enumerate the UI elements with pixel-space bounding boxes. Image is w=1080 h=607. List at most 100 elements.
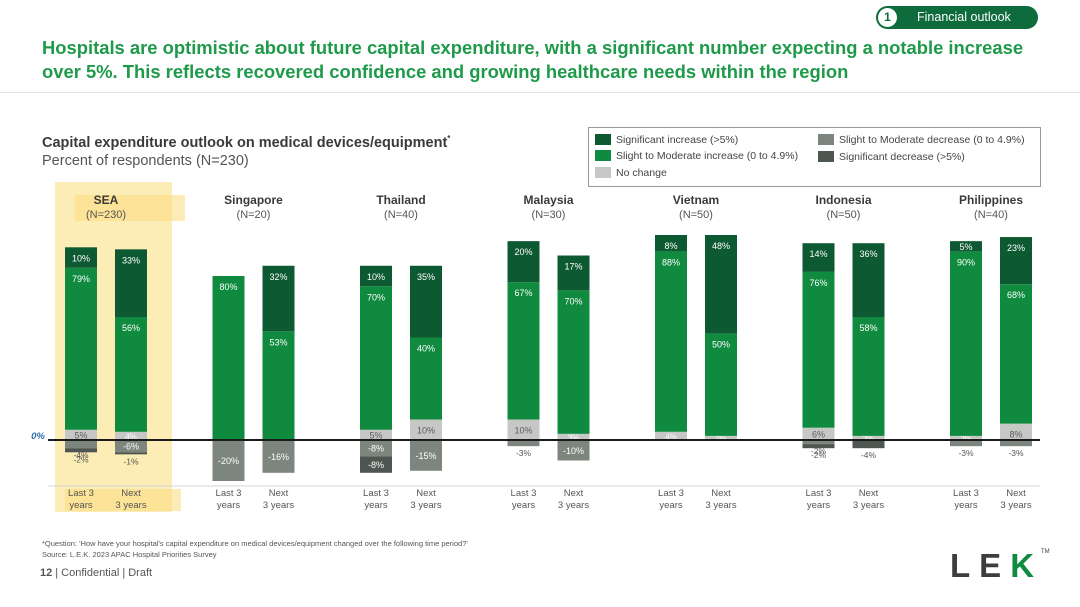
data-label: -4%	[861, 450, 877, 460]
data-label: 56%	[122, 323, 140, 333]
data-label: -10%	[563, 446, 584, 456]
data-label: 4%	[125, 432, 137, 441]
data-label: 10%	[367, 272, 385, 282]
data-label: 5%	[959, 242, 972, 252]
bar-segment-no-change	[557, 433, 590, 440]
bar-segment-sig-inc	[360, 265, 392, 287]
bar-segment-mod-dec	[802, 440, 835, 445]
bar-category-label-line1: Last 3	[216, 488, 242, 499]
data-label: 14%	[809, 249, 827, 259]
data-label: 5%	[369, 430, 382, 440]
bar-segment-sig-inc	[115, 249, 147, 317]
group-n: (N=40)	[384, 209, 418, 221]
data-label: 70%	[367, 292, 385, 302]
bar-segment-sig-inc	[557, 255, 590, 291]
chart-legend: Significant increase (>5%) Slight to Mod…	[588, 127, 1041, 187]
bar-segment-sig-dec	[115, 452, 147, 455]
data-label: 3%	[568, 433, 580, 442]
group-title: Malaysia	[523, 193, 573, 207]
bar-category-label-line1: Next	[711, 488, 731, 499]
bar-segment-mod-inc	[65, 267, 97, 430]
bar-segment-mod-dec	[115, 440, 147, 453]
bar-category-label-line1: Last 3	[806, 488, 832, 499]
data-label: 2%	[863, 434, 875, 443]
bar-segment-mod-dec	[212, 440, 245, 481]
bar-category-label-line2: years	[69, 500, 92, 511]
chart-title-marker: *	[447, 134, 451, 143]
data-label: 20%	[514, 247, 532, 257]
data-label: 2%	[715, 434, 727, 443]
bar-category-label-line2: years	[659, 500, 682, 511]
data-label: 17%	[564, 262, 582, 272]
data-label: 10%	[514, 426, 532, 436]
group-n: (N=50)	[679, 209, 713, 221]
data-label: -4%	[73, 450, 89, 460]
lek-logo: LEK TM	[950, 547, 1050, 582]
bar-segment-mod-inc	[410, 337, 442, 420]
bar-segment-mod-inc	[705, 333, 737, 436]
data-label: 6%	[812, 429, 825, 439]
data-label: 2%	[960, 434, 972, 443]
chart-title: Capital expenditure outlook on medical d…	[42, 134, 450, 151]
data-label: 36%	[859, 249, 877, 259]
bar-segment-sig-inc	[950, 241, 982, 252]
legend-swatch	[595, 134, 611, 145]
data-label: 23%	[1007, 243, 1025, 253]
bar-category-label-line1: Last 3	[953, 488, 979, 499]
legend-item-no-change: No change	[595, 167, 667, 179]
bar-category-label-line2: 3 years	[558, 500, 589, 511]
bar-segment-sig-inc	[507, 241, 540, 283]
legend-swatch	[818, 134, 834, 145]
data-label: 40%	[417, 344, 435, 354]
data-label: -3%	[1008, 448, 1024, 458]
legend-swatch	[595, 150, 611, 161]
data-label: -8%	[368, 460, 384, 470]
bar-category-label-line2: years	[954, 500, 977, 511]
legend-swatch	[595, 167, 611, 178]
bar-segment-mod-inc	[115, 317, 147, 432]
data-label: 10%	[72, 253, 90, 263]
bar-category-label-line1: Next	[564, 488, 584, 499]
bar-segment-no-change	[852, 435, 885, 440]
data-label: 58%	[859, 323, 877, 333]
bar-segment-sig-inc	[705, 235, 737, 334]
bar-category-label-line2: 3 years	[115, 500, 146, 511]
bar-segment-mod-dec	[65, 440, 97, 449]
data-label: 32%	[269, 272, 287, 282]
bar-category-label-line1: Last 3	[658, 488, 684, 499]
bar-segment-mod-dec	[557, 440, 590, 461]
stacked-bar-chart: SEA(N=230)5%79%10%-4%-2%Last 3years4%56%…	[31, 182, 1040, 512]
bar-segment-sig-inc	[852, 243, 885, 317]
bar-category-label-line2: years	[364, 500, 387, 511]
data-label: 90%	[957, 257, 975, 267]
bar-category-label-line1: Next	[859, 488, 879, 499]
bar-category-label-line2: 3 years	[853, 500, 884, 511]
page-footer: 12 | Confidential | Draft	[40, 567, 152, 579]
bar-segment-mod-inc	[212, 276, 245, 440]
data-label: 4%	[665, 432, 677, 441]
bar-segment-no-change	[65, 429, 97, 440]
bar-segment-no-change	[705, 435, 737, 440]
bar-segment-no-change	[507, 419, 540, 440]
bar-segment-mod-inc	[655, 251, 687, 432]
legend-label: Significant decrease (>5%)	[839, 151, 965, 163]
bar-segment-mod-dec	[262, 440, 295, 473]
bar-segment-no-change	[950, 435, 982, 440]
bar-segment-mod-dec	[1000, 440, 1032, 447]
bar-category-label-line2: 3 years	[705, 500, 736, 511]
data-label: -16%	[268, 452, 289, 462]
bar-segment-sig-dec	[360, 456, 392, 473]
data-label: -8%	[368, 444, 384, 454]
data-label: 80%	[219, 282, 237, 292]
bar-segment-sig-inc	[802, 243, 835, 272]
data-label: -2%	[811, 446, 827, 456]
data-label: 88%	[662, 257, 680, 267]
bar-segment-mod-inc	[1000, 284, 1032, 424]
data-label: -6%	[123, 442, 139, 452]
bar-segment-sig-inc	[655, 235, 687, 252]
bar-category-label-line1: Next	[121, 488, 141, 499]
data-label: 8%	[664, 241, 677, 251]
bar-segment-no-change	[802, 427, 835, 440]
section-number: 1	[878, 8, 897, 27]
bar-segment-sig-inc	[410, 265, 442, 338]
